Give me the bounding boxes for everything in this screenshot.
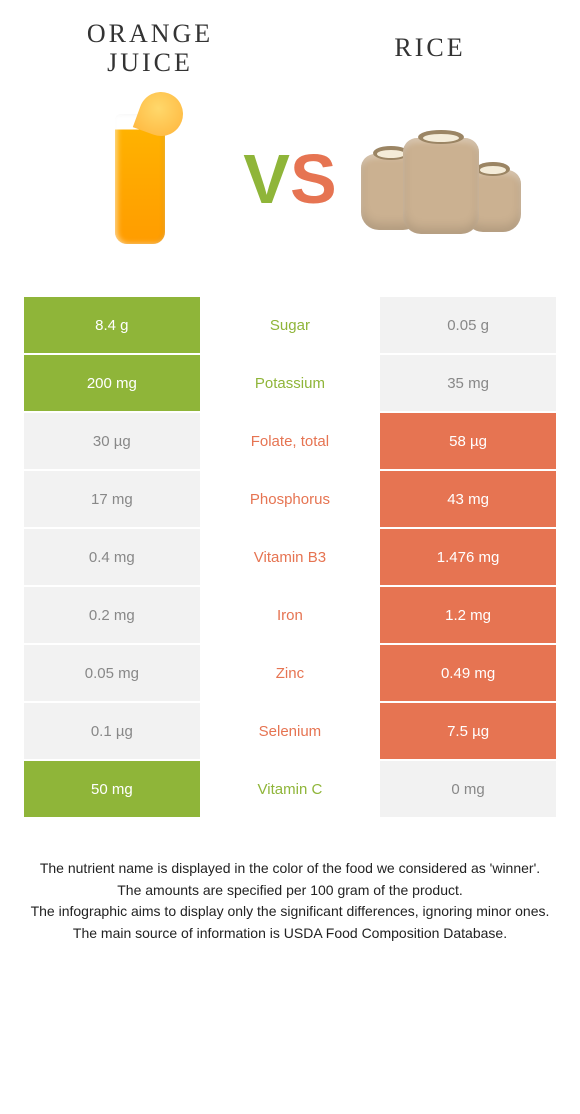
- nutrient-name-cell: Vitamin B3: [202, 529, 378, 585]
- nutrient-comparison-table: 8.4 gSugar0.05 g200 mgPotassium35 mg30 µ…: [22, 295, 558, 819]
- nutrient-name-cell: Potassium: [202, 355, 378, 411]
- left-value-cell: 8.4 g: [24, 297, 200, 353]
- right-value-cell: 1.476 mg: [380, 529, 556, 585]
- images-row: VS: [0, 77, 580, 277]
- table-row: 0.4 mgVitamin B31.476 mg: [24, 529, 556, 585]
- table-row: 0.1 µgSelenium7.5 µg: [24, 703, 556, 759]
- nutrient-name-cell: Folate, total: [202, 413, 378, 469]
- footer-line: The infographic aims to display only the…: [10, 902, 570, 922]
- table-row: 30 µgFolate, total58 µg: [24, 413, 556, 469]
- nutrient-name-cell: Selenium: [202, 703, 378, 759]
- vs-s-letter: S: [290, 140, 337, 218]
- table-row: 200 mgPotassium35 mg: [24, 355, 556, 411]
- table-row: 50 mgVitamin C0 mg: [24, 761, 556, 817]
- rice-bag-icon: [403, 138, 479, 234]
- nutrient-name-cell: Zinc: [202, 645, 378, 701]
- right-value-cell: 0.49 mg: [380, 645, 556, 701]
- left-food-image: [50, 89, 230, 269]
- footer-line: The amounts are specified per 100 gram o…: [10, 881, 570, 901]
- right-value-cell: 0.05 g: [380, 297, 556, 353]
- right-value-cell: 43 mg: [380, 471, 556, 527]
- right-food-image: [350, 89, 530, 269]
- vs-v-letter: V: [243, 140, 290, 218]
- header: ORANGE JUICE RICE: [0, 0, 580, 77]
- footer-notes: The nutrient name is displayed in the co…: [10, 859, 570, 943]
- right-value-cell: 7.5 µg: [380, 703, 556, 759]
- right-value-cell: 0 mg: [380, 761, 556, 817]
- left-value-cell: 0.1 µg: [24, 703, 200, 759]
- nutrient-name-cell: Phosphorus: [202, 471, 378, 527]
- table-row: 8.4 gSugar0.05 g: [24, 297, 556, 353]
- footer-line: The main source of information is USDA F…: [10, 924, 570, 944]
- table-row: 0.05 mgZinc0.49 mg: [24, 645, 556, 701]
- footer-line: The nutrient name is displayed in the co…: [10, 859, 570, 879]
- table-row: 0.2 mgIron1.2 mg: [24, 587, 556, 643]
- left-food-title: ORANGE JUICE: [60, 20, 240, 77]
- right-value-cell: 1.2 mg: [380, 587, 556, 643]
- left-value-cell: 0.4 mg: [24, 529, 200, 585]
- rice-bags-icon: [355, 124, 525, 234]
- left-value-cell: 30 µg: [24, 413, 200, 469]
- left-value-cell: 0.05 mg: [24, 645, 200, 701]
- left-value-cell: 0.2 mg: [24, 587, 200, 643]
- right-food-title: RICE: [340, 20, 520, 63]
- nutrient-name-cell: Sugar: [202, 297, 378, 353]
- nutrient-name-cell: Iron: [202, 587, 378, 643]
- left-value-cell: 17 mg: [24, 471, 200, 527]
- left-value-cell: 200 mg: [24, 355, 200, 411]
- nutrient-name-cell: Vitamin C: [202, 761, 378, 817]
- right-value-cell: 35 mg: [380, 355, 556, 411]
- vs-label: VS: [243, 144, 336, 214]
- left-value-cell: 50 mg: [24, 761, 200, 817]
- orange-juice-icon: [115, 114, 165, 244]
- table-row: 17 mgPhosphorus43 mg: [24, 471, 556, 527]
- right-value-cell: 58 µg: [380, 413, 556, 469]
